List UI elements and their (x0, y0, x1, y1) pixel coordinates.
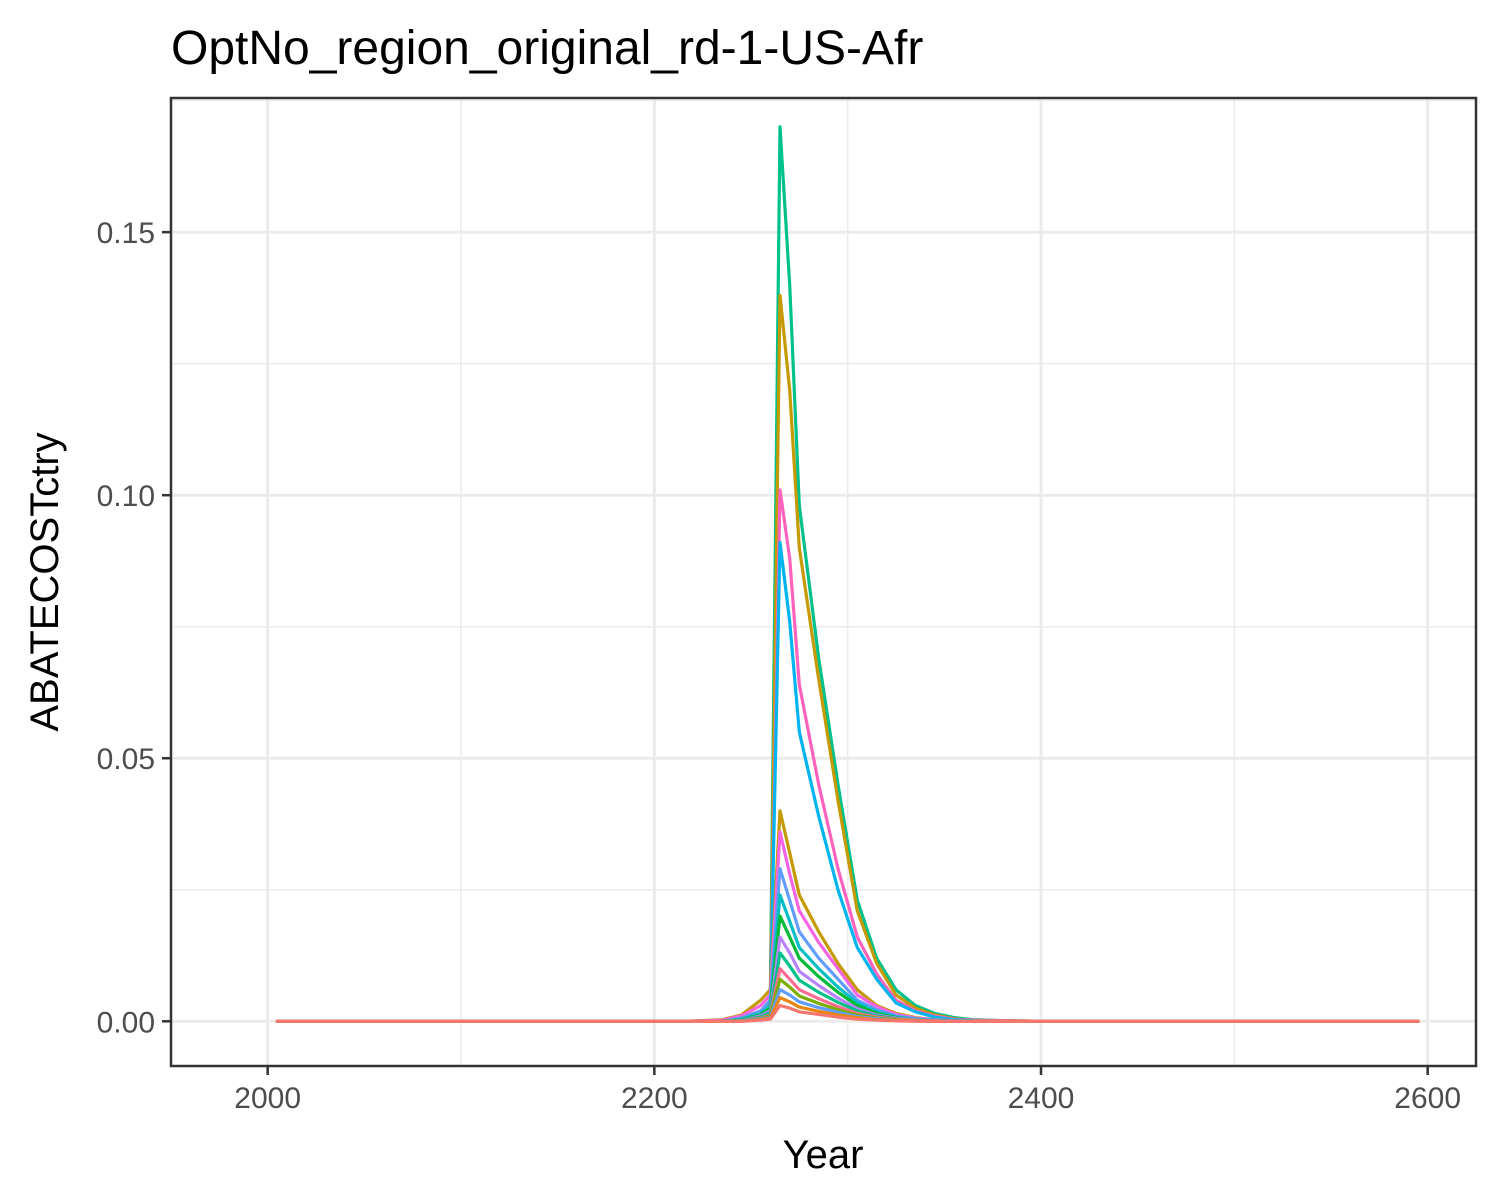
x-tick-label: 2600 (1394, 1082, 1461, 1115)
y-tick-label: 0.10 (97, 480, 155, 513)
panel-border (169, 96, 1478, 1068)
series-line (275, 1003, 1420, 1023)
x-axis-title: Year (783, 1133, 864, 1177)
x-tick-label: 2200 (621, 1082, 688, 1115)
y-tick-label: 0.00 (97, 1006, 155, 1039)
y-tick-label: 0.05 (97, 743, 155, 776)
x-tick-label: 2000 (234, 1082, 301, 1115)
axis-ticks: 2000 2200 2400 2600 0.00 0.05 0.10 0.15 (97, 217, 1461, 1115)
y-tick-label: 0.15 (97, 217, 155, 250)
chart-title: OptNo_region_original_rd-1-US-Afr (171, 22, 923, 75)
series-lines (275, 125, 1420, 1023)
y-axis-title: ABATECOSTctry (23, 432, 67, 731)
grid (171, 98, 1476, 1066)
x-tick-label: 2400 (1008, 1082, 1075, 1115)
